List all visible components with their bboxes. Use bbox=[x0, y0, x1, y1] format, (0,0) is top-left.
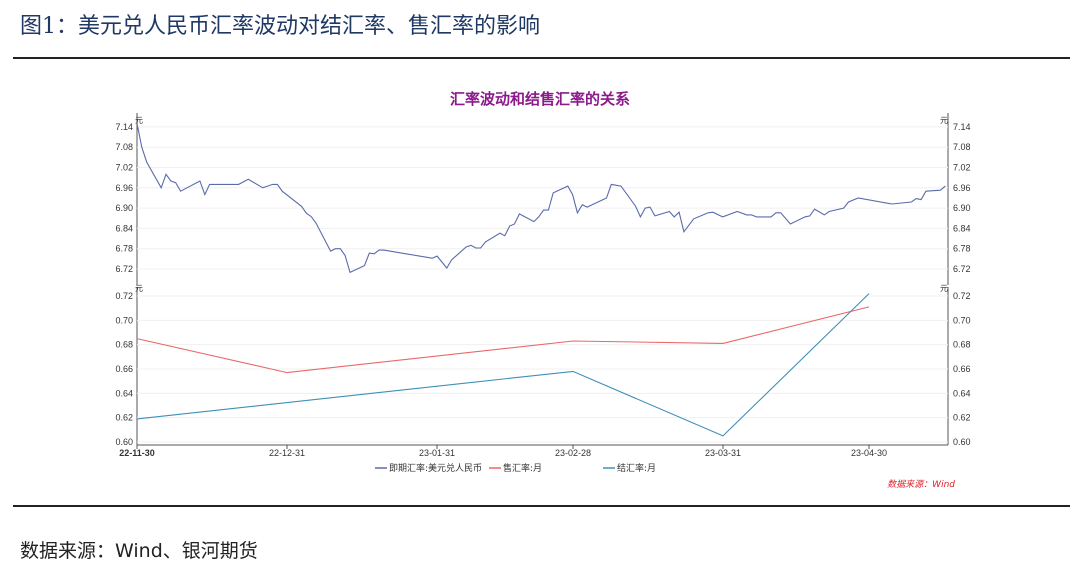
sell-rate-line bbox=[136, 306, 870, 374]
spot-rate-line bbox=[136, 123, 946, 274]
legend-label: 结汇率:月 bbox=[617, 462, 656, 474]
x-tick-label: 22-12-31 bbox=[269, 448, 305, 458]
y-tick-label-right: 0.68 bbox=[953, 340, 971, 350]
y-tick-label: 7.02 bbox=[115, 163, 133, 173]
x-tick-label: 23-04-30 bbox=[851, 448, 887, 458]
y-tick-label: 6.84 bbox=[115, 223, 133, 233]
legend-label: 即期汇率:美元兑人民币 bbox=[389, 462, 482, 474]
y-tick-label: 7.14 bbox=[115, 122, 133, 132]
y-tick-label-right: 6.78 bbox=[953, 244, 971, 254]
y-tick-label: 0.68 bbox=[115, 340, 133, 350]
y-tick-label: 0.70 bbox=[115, 315, 133, 325]
y-tick-label: 0.66 bbox=[115, 364, 133, 374]
y-tick-label-right: 7.02 bbox=[953, 163, 971, 173]
bottom-divider bbox=[13, 505, 1070, 507]
y-tick-label-right: 6.84 bbox=[953, 223, 971, 233]
settle-rate-line bbox=[136, 293, 870, 437]
unit-label: 元 bbox=[135, 284, 143, 293]
y-tick-label: 6.78 bbox=[115, 244, 133, 254]
unit-label: 元 bbox=[135, 116, 143, 125]
y-tick-label-right: 0.66 bbox=[953, 364, 971, 374]
y-tick-label-right: 6.96 bbox=[953, 183, 971, 193]
y-tick-label: 0.62 bbox=[115, 413, 133, 423]
chart-title: 汇率波动和结售汇率的关系 bbox=[450, 90, 630, 108]
source-caption: 数据来源：Wind、银河期货 bbox=[20, 540, 258, 562]
y-tick-label-right: 6.72 bbox=[953, 264, 971, 274]
source-note: 数据来源：Wind bbox=[887, 479, 955, 490]
y-tick-label: 0.60 bbox=[115, 437, 133, 447]
y-tick-label: 7.08 bbox=[115, 142, 133, 152]
y-tick-label: 6.72 bbox=[115, 264, 133, 274]
y-tick-label: 6.90 bbox=[115, 203, 133, 213]
y-tick-label: 0.72 bbox=[115, 291, 133, 301]
y-tick-label-right: 0.62 bbox=[953, 413, 971, 423]
y-tick-label: 0.64 bbox=[115, 388, 133, 398]
y-tick-label-right: 0.72 bbox=[953, 291, 971, 301]
unit-label: 元 bbox=[940, 284, 948, 293]
y-tick-label-right: 7.08 bbox=[953, 142, 971, 152]
top-divider bbox=[13, 57, 1070, 59]
unit-label: 元 bbox=[940, 116, 948, 125]
x-tick-label: 23-02-28 bbox=[555, 448, 591, 458]
x-tick-label: 23-03-31 bbox=[705, 448, 741, 458]
x-tick-label: 23-01-31 bbox=[419, 448, 455, 458]
y-tick-label: 6.96 bbox=[115, 183, 133, 193]
y-tick-label-right: 0.64 bbox=[953, 388, 971, 398]
legend-label: 售汇率:月 bbox=[503, 462, 542, 474]
x-tick-label: 22-11-30 bbox=[119, 448, 155, 458]
y-tick-label-right: 0.60 bbox=[953, 437, 971, 447]
y-tick-label-right: 6.90 bbox=[953, 203, 971, 213]
figure-title: 图1：美元兑人民币汇率波动对结汇率、售汇率的影响 bbox=[20, 14, 540, 39]
y-tick-label-right: 0.70 bbox=[953, 315, 971, 325]
y-tick-label-right: 7.14 bbox=[953, 122, 971, 132]
